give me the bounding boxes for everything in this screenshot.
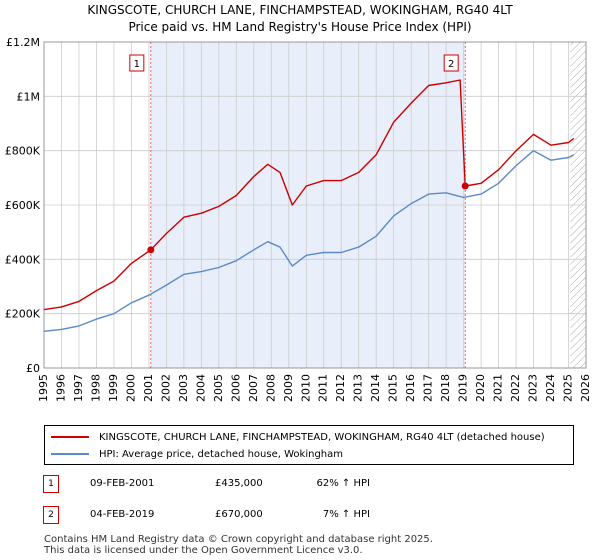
legend-swatch-property bbox=[51, 436, 89, 438]
sale-point bbox=[147, 246, 155, 254]
sale-number-badge: 2 bbox=[43, 506, 59, 524]
x-tick-label: 2007 bbox=[247, 374, 260, 402]
sale-row: 1 09-FEB-2001 £435,000 62% ↑ HPI bbox=[0, 474, 600, 494]
y-tick-label: £1M bbox=[17, 90, 41, 103]
sale-point bbox=[461, 182, 469, 190]
sale-price: £435,000 bbox=[215, 478, 263, 489]
plot-frame bbox=[43, 41, 587, 369]
x-tick-label: 1995 bbox=[37, 374, 50, 402]
x-tick-label: 1996 bbox=[54, 374, 67, 402]
x-tick-label: 2017 bbox=[422, 374, 435, 402]
y-tick-label: £800K bbox=[5, 145, 41, 158]
x-tick-label: 2009 bbox=[282, 374, 295, 402]
x-tick-label: 2005 bbox=[212, 374, 225, 402]
hpi-line bbox=[43, 149, 575, 332]
x-tick-label: 1999 bbox=[107, 374, 120, 402]
x-tick-label: 1998 bbox=[89, 374, 102, 402]
x-tick-label: 2003 bbox=[177, 374, 190, 402]
x-tick-label: 2024 bbox=[544, 374, 557, 402]
sale-price: £670,000 bbox=[215, 509, 263, 520]
property-price-line bbox=[43, 79, 575, 311]
sale-label-number: 2 bbox=[448, 59, 454, 70]
legend-label-hpi: HPI: Average price, detached house, Woki… bbox=[99, 448, 343, 460]
x-tick-label: 2000 bbox=[124, 374, 137, 402]
legend-swatch-hpi bbox=[51, 453, 89, 455]
legend-item-hpi: HPI: Average price, detached house, Woki… bbox=[51, 447, 343, 461]
footer-licence: This data is licensed under the Open Gov… bbox=[44, 545, 363, 556]
x-tick-label: 2018 bbox=[439, 374, 452, 402]
y-tick-label: £400K bbox=[5, 253, 41, 266]
y-tick-label: £600K bbox=[5, 199, 41, 212]
sale-number-badge: 1 bbox=[43, 475, 59, 493]
x-tick-label: 2001 bbox=[142, 374, 155, 402]
y-tick-label: £200K bbox=[5, 308, 41, 321]
sale-date: 04-FEB-2019 bbox=[90, 509, 155, 520]
x-tick-label: 2014 bbox=[369, 374, 382, 402]
x-tick-label: 2019 bbox=[457, 374, 470, 402]
x-tick-label: 2021 bbox=[492, 374, 505, 402]
legend-label-property: KINGSCOTE, CHURCH LANE, FINCHAMPSTEAD, W… bbox=[99, 431, 545, 443]
legend-item-property: KINGSCOTE, CHURCH LANE, FINCHAMPSTEAD, W… bbox=[51, 430, 545, 444]
x-tick-label: 2011 bbox=[317, 374, 330, 402]
sale-label-number: 1 bbox=[134, 59, 140, 70]
chart-title: KINGSCOTE, CHURCH LANE, FINCHAMPSTEAD, W… bbox=[87, 3, 513, 17]
x-tick-label: 2022 bbox=[509, 374, 522, 402]
x-tick-label: 2023 bbox=[527, 374, 540, 402]
y-tick-label: £1.2M bbox=[6, 36, 40, 49]
x-tick-label: 2010 bbox=[299, 374, 312, 402]
chart-subtitle: Price paid vs. HM Land Registry's House … bbox=[128, 20, 472, 34]
sale-row: 2 04-FEB-2019 £670,000 7% ↑ HPI bbox=[0, 505, 600, 525]
x-tick-label: 2012 bbox=[334, 374, 347, 402]
sale-date: 09-FEB-2001 bbox=[90, 478, 155, 489]
x-tick-label: 2016 bbox=[404, 374, 417, 402]
x-tick-label: 2026 bbox=[579, 374, 592, 402]
sale-hpi-diff: 7% ↑ HPI bbox=[322, 509, 370, 520]
x-tick-label: 2013 bbox=[352, 374, 365, 402]
x-tick-label: 2025 bbox=[562, 374, 575, 402]
x-tick-label: 2008 bbox=[264, 374, 277, 402]
x-tick-label: 2006 bbox=[229, 374, 242, 402]
price-chart: £0 £200K £400K £600K £800K £1M £1.2M 1995 1996 19… bbox=[5, 36, 592, 402]
x-tick-label: 2004 bbox=[194, 374, 207, 402]
legend: KINGSCOTE, CHURCH LANE, FINCHAMPSTEAD, W… bbox=[44, 425, 574, 465]
x-tick-label: 1997 bbox=[72, 374, 85, 402]
sale-label-box bbox=[443, 54, 459, 72]
y-tick-label: £0 bbox=[26, 362, 40, 375]
x-tick-label: 2020 bbox=[474, 374, 487, 402]
sale-label-box bbox=[129, 54, 145, 72]
x-tick-label: 2002 bbox=[159, 374, 172, 402]
sale-hpi-diff: 62% ↑ HPI bbox=[316, 478, 370, 489]
footer-copyright: Contains HM Land Registry data © Crown c… bbox=[44, 534, 433, 545]
x-tick-label: 2015 bbox=[387, 374, 400, 402]
